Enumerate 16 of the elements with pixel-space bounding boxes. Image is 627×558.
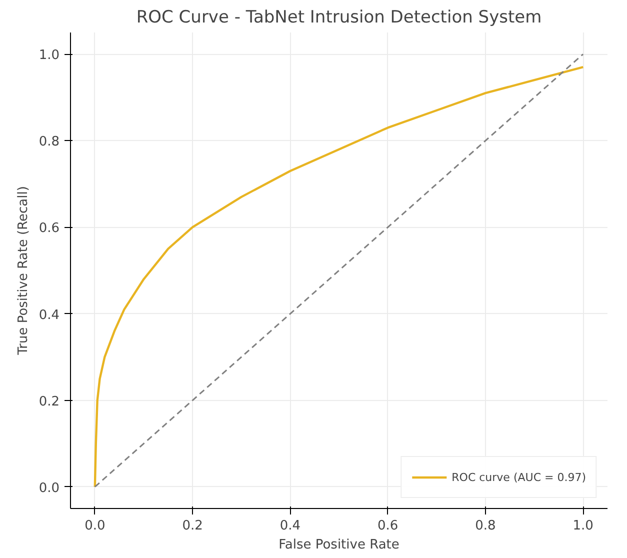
- legend-label: ROC curve (AUC = 0.97): [452, 470, 586, 484]
- chart-title: ROC Curve - TabNet Intrusion Detection System: [136, 8, 542, 28]
- x-tick-label: 0.6: [377, 518, 398, 534]
- y-tick-label: 1.0: [38, 48, 60, 64]
- y-tick-label: 0.2: [38, 394, 60, 410]
- x-tick-label: 0.4: [280, 518, 301, 534]
- y-tick-label: 0.8: [38, 134, 60, 150]
- y-tick-label: 0.0: [38, 480, 60, 496]
- y-axis-title: True Positive Rate (Recall): [16, 186, 31, 356]
- y-tick-label: 0.6: [38, 221, 60, 236]
- x-tick-label: 1.0: [572, 518, 594, 534]
- x-axis-title: False Positive Rate: [278, 538, 400, 552]
- y-tick-label: 0.4: [38, 308, 60, 323]
- x-tick-label: 0.0: [84, 518, 106, 534]
- x-tick-label: 0.8: [475, 518, 496, 534]
- x-tick-label: 0.2: [182, 518, 203, 534]
